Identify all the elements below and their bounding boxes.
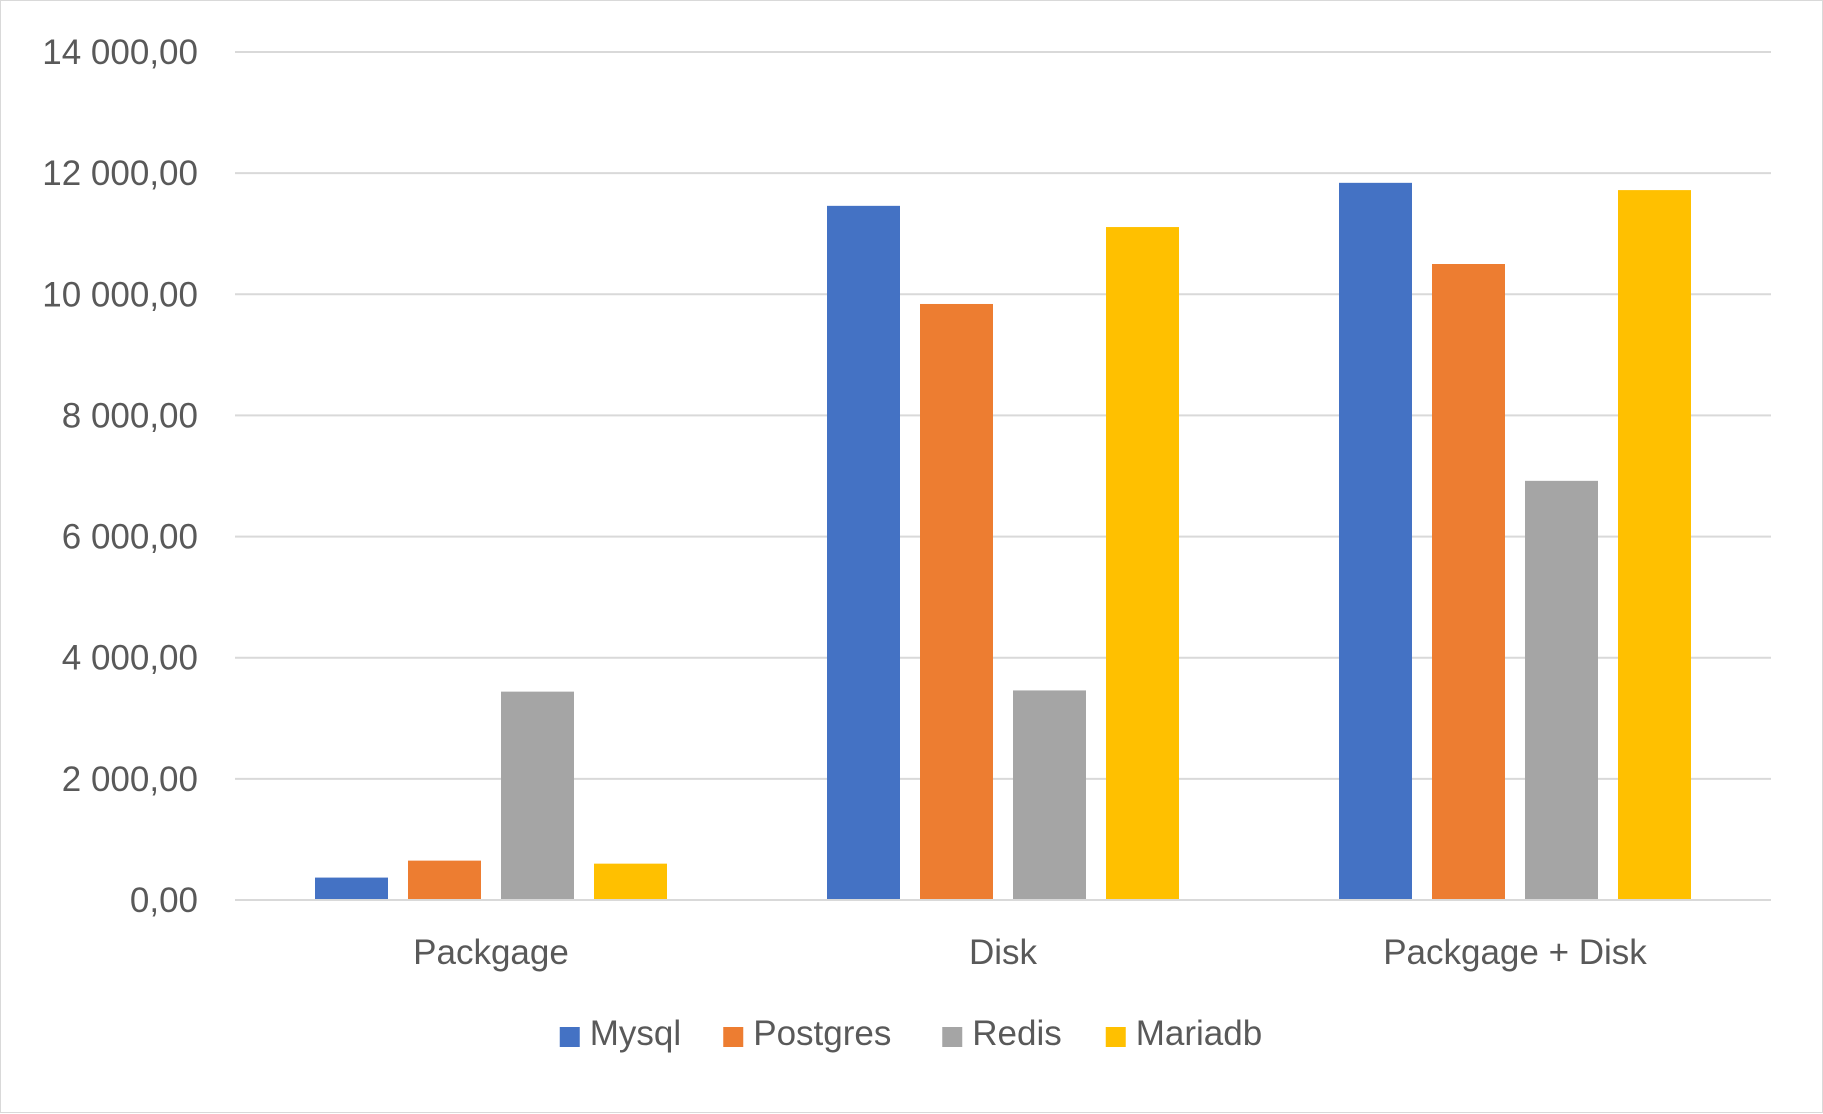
- y-tick-label-4000: 4 000,00: [62, 639, 198, 678]
- bar-mariadb-packgage-disk: [1618, 190, 1691, 901]
- bar-postgres-packgage: [408, 860, 481, 900]
- legend-label-mariadb: Mariadb: [1136, 1014, 1262, 1053]
- bar-redis-disk: [1013, 690, 1086, 900]
- legend-label-mysql: Mysql: [590, 1014, 681, 1053]
- bar-mariadb-disk: [1106, 227, 1179, 901]
- legend: Mysql Postgres Redis Mariadb: [559, 1014, 1262, 1053]
- bar-mariadb-packgage: [594, 863, 667, 900]
- y-axis-tick-labels: 0,00 2 000,00 4 000,00 6 000,00 8 000,00 10 0…: [42, 33, 198, 920]
- bar-mysql-packgage: [315, 877, 388, 900]
- legend-swatch-redis: [942, 1027, 963, 1047]
- bar-postgres-disk: [920, 303, 993, 900]
- y-tick-label-8000: 8 000,00: [62, 396, 198, 435]
- y-tick-label-6000: 6 000,00: [62, 518, 198, 557]
- legend-swatch-postgres: [723, 1027, 744, 1047]
- bars: [315, 182, 1691, 901]
- y-tick-label-2000: 2 000,00: [62, 760, 198, 799]
- gridlines: [235, 51, 1771, 780]
- legend-swatch-mysql: [559, 1027, 580, 1047]
- legend-label-postgres: Postgres: [753, 1014, 891, 1053]
- x-tick-label-packgage: Packgage: [413, 933, 569, 972]
- y-tick-label-10000: 10 000,00: [42, 275, 198, 314]
- x-tick-label-disk: Disk: [969, 933, 1038, 972]
- bar-mysql-packgage-disk: [1339, 182, 1412, 900]
- bar-redis-packgage: [501, 691, 574, 900]
- x-tick-label-packgage-disk: Packgage + Disk: [1383, 933, 1647, 972]
- bar-redis-packgage-disk: [1525, 480, 1598, 900]
- legend-swatch-mariadb: [1105, 1027, 1126, 1047]
- legend-label-redis: Redis: [972, 1014, 1061, 1053]
- y-tick-label-12000: 12 000,00: [42, 154, 198, 193]
- x-axis-tick-labels: Packgage Disk Packgage + Disk: [413, 933, 1647, 972]
- bar-postgres-packgage-disk: [1432, 264, 1505, 900]
- bar-mysql-disk: [827, 205, 900, 900]
- y-tick-label-0: 0,00: [130, 881, 198, 920]
- y-tick-label-14000: 14 000,00: [42, 33, 198, 72]
